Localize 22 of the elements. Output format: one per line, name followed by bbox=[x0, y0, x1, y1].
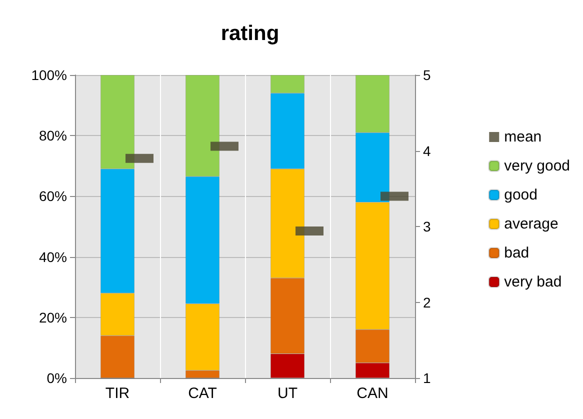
legend-label: very bad bbox=[504, 274, 562, 290]
x-tick-label: UT bbox=[278, 385, 298, 402]
y-tick-label: 100% bbox=[31, 67, 67, 83]
y2-tick-label: 5 bbox=[423, 67, 431, 83]
legend-label: good bbox=[504, 186, 538, 204]
x-tick-label: CAT bbox=[188, 385, 217, 402]
y2-tick-label: 2 bbox=[423, 294, 431, 310]
legend-label: average bbox=[504, 216, 558, 232]
legend-label: very good bbox=[504, 158, 570, 174]
y-tick-label: 20% bbox=[38, 309, 67, 326]
y-tick-label: 80% bbox=[38, 128, 67, 144]
legend-label: mean bbox=[504, 128, 542, 146]
y2-tick-label: 4 bbox=[423, 142, 431, 159]
y-tick-label: 60% bbox=[38, 188, 67, 204]
x-tick-label: CAN bbox=[356, 385, 388, 402]
legend-label: bad bbox=[504, 244, 530, 262]
y-tick-label: 40% bbox=[38, 248, 67, 265]
y2-tick-label: 3 bbox=[423, 218, 431, 234]
x-tick-label: TIR bbox=[105, 385, 130, 402]
y-tick-label: 0% bbox=[46, 370, 67, 386]
y2-tick-label: 1 bbox=[423, 370, 431, 386]
chart-title: rating bbox=[220, 22, 280, 45]
